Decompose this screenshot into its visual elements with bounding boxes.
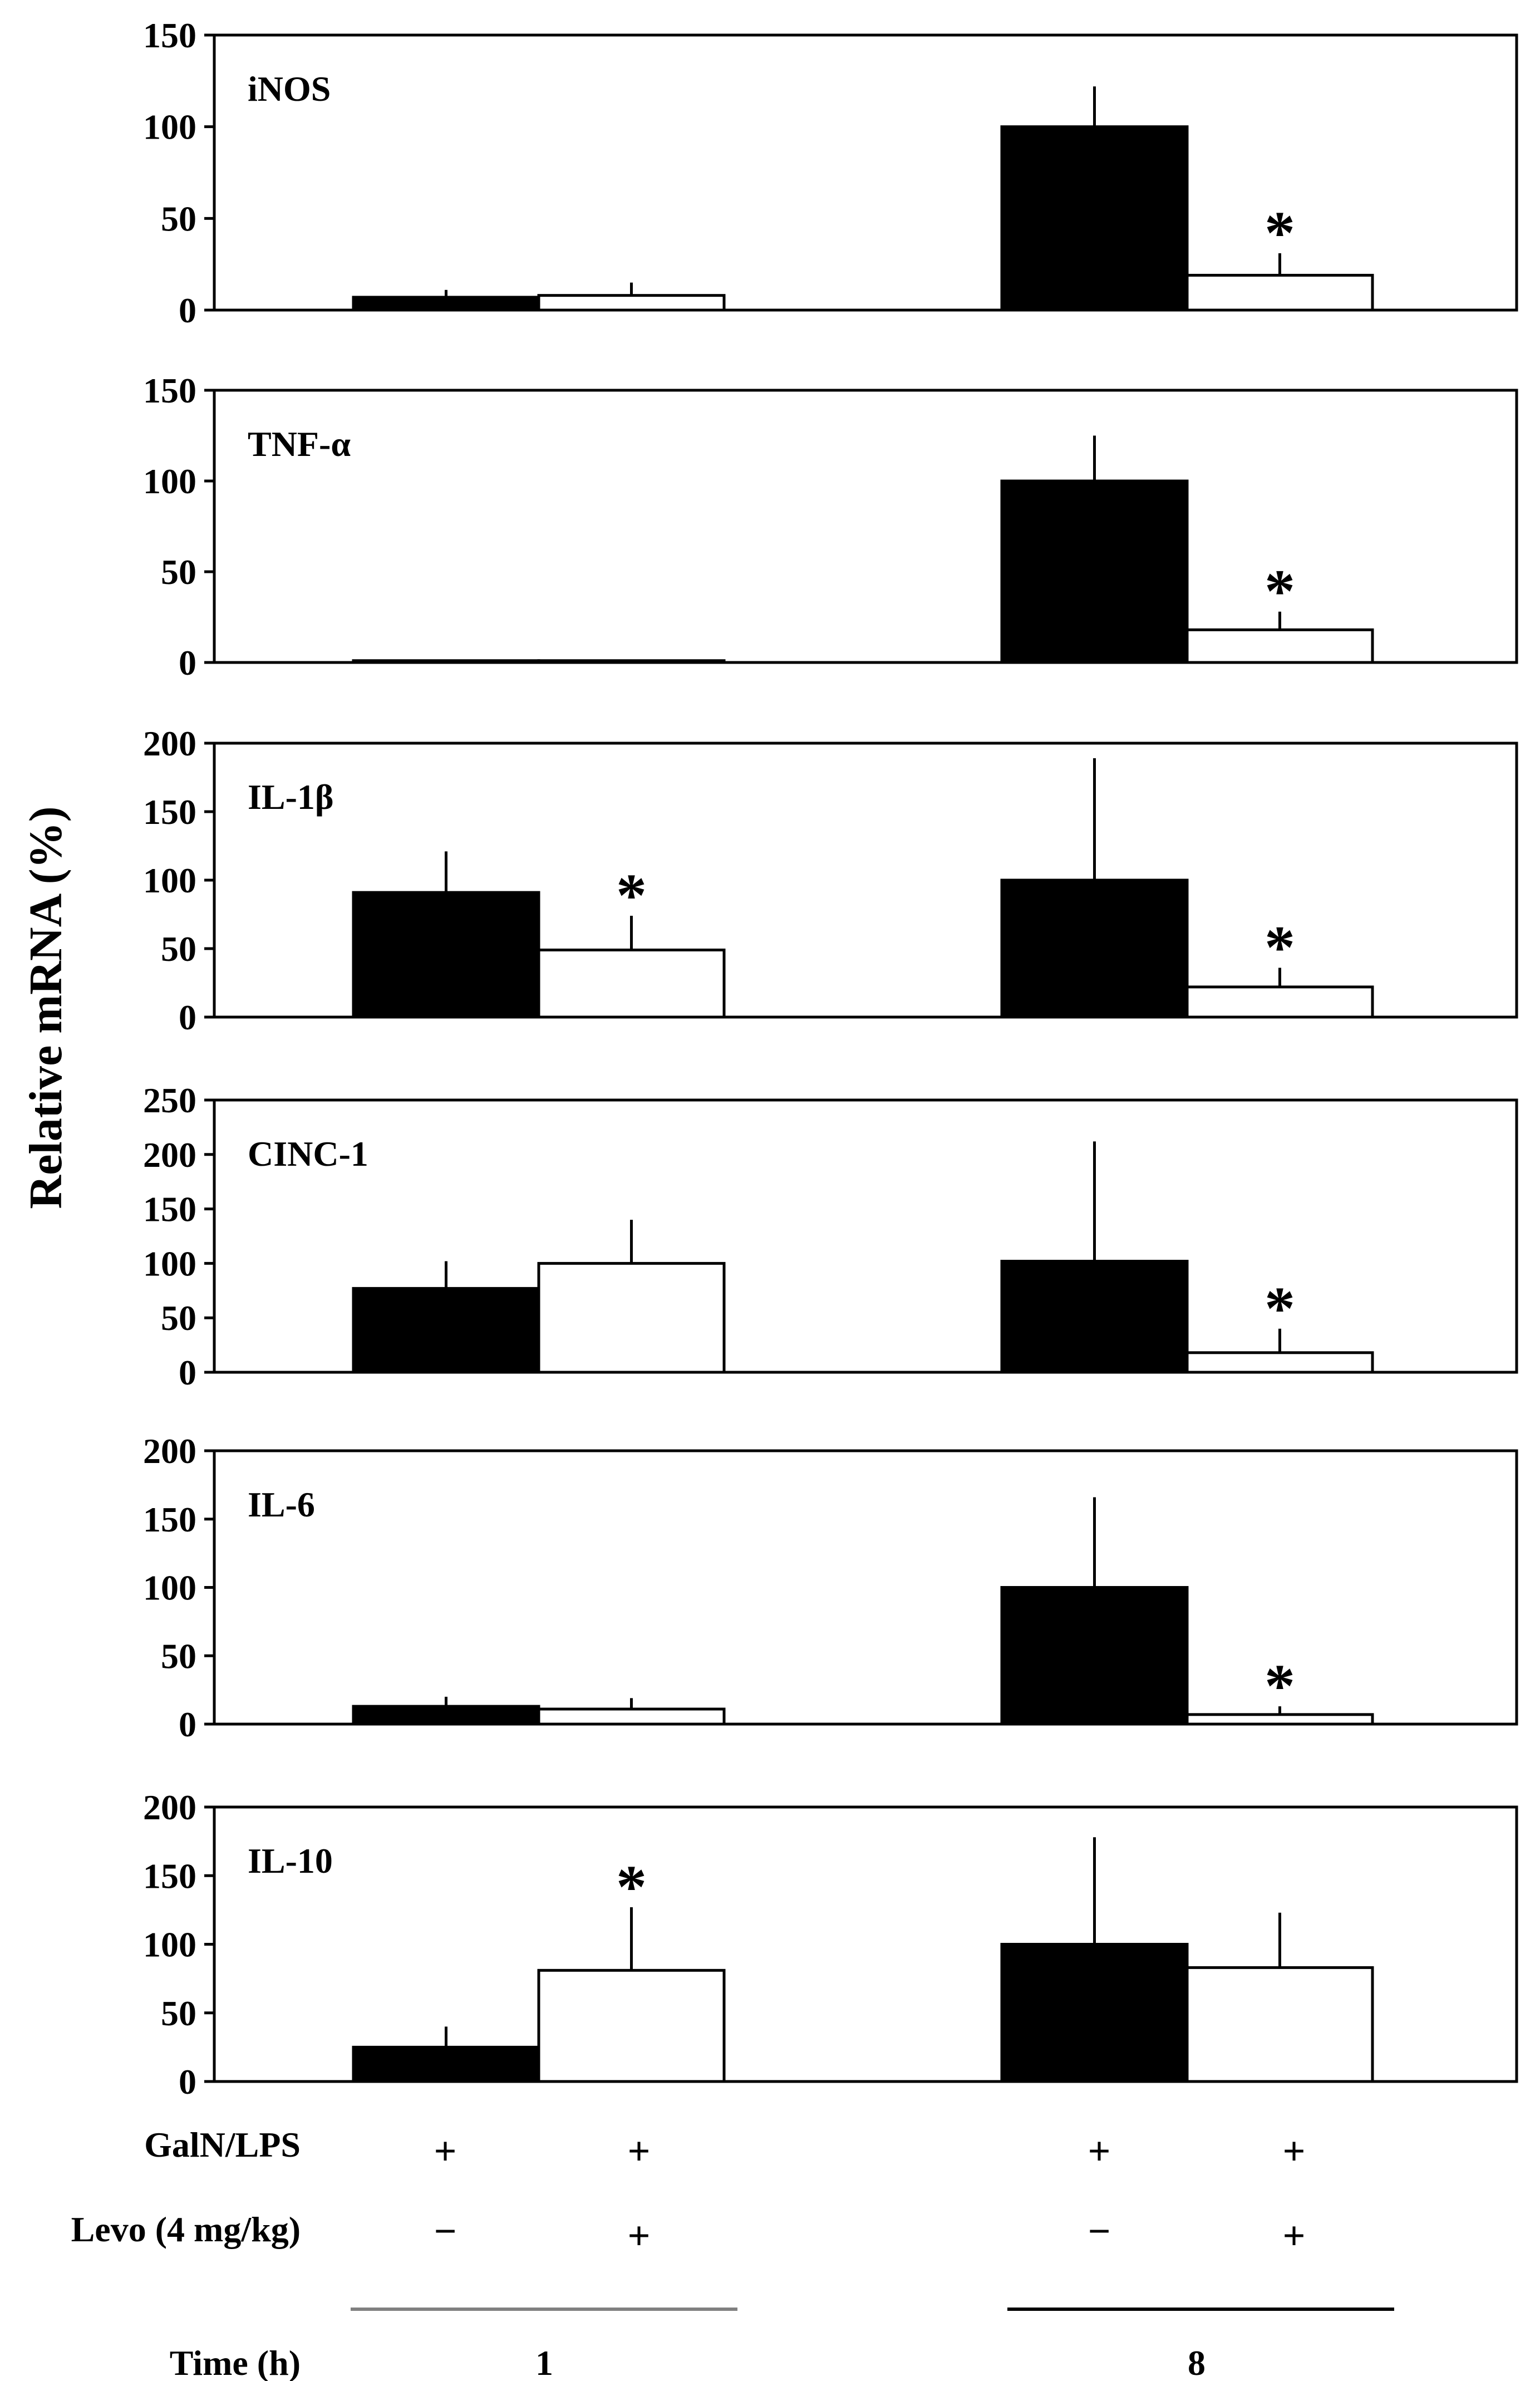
row-label-levo: Levo (4 mg/kg)	[71, 2210, 301, 2249]
panel-title: IL-6	[248, 1485, 315, 1524]
y-tick-label: 250	[143, 1081, 196, 1120]
panel-tnf: 0 50 100 150 TNF-α *	[143, 371, 1518, 683]
bar-control-8h	[1000, 1259, 1189, 1374]
bar-control-1h	[352, 891, 540, 1019]
y-tick-label: 50	[161, 199, 196, 238]
condition-table: GalN/LPS Levo (4 mg/kg) Time (h) + + + +…	[71, 2125, 1394, 2381]
bar-control-8h	[1000, 1586, 1189, 1726]
bar-levo-1h	[537, 948, 726, 1019]
panel-title: TNF-α	[248, 424, 351, 464]
bar-control-8h	[1000, 479, 1189, 664]
plot-frame	[213, 1449, 1518, 1726]
y-tick-label: 150	[143, 371, 196, 410]
row-label-time: Time (h)	[170, 2343, 301, 2381]
galn-1h-a: +	[434, 2129, 456, 2173]
bar-control-1h	[352, 1705, 540, 1726]
levo-8h-b: +	[1282, 2213, 1305, 2258]
plot-frame	[213, 33, 1518, 312]
significance-asterisk: *	[1265, 199, 1295, 267]
bar-control-1h	[352, 296, 540, 312]
bar-levo-1h	[537, 294, 726, 312]
levo-1h-a: −	[434, 2209, 456, 2254]
significance-asterisk: *	[1265, 1652, 1295, 1720]
bar-control-1h	[352, 2045, 540, 2083]
time-1h-label: 1	[535, 2343, 553, 2381]
significance-asterisk: *	[616, 861, 647, 929]
bar-control-8h	[1000, 878, 1189, 1019]
panel-title: IL-1β	[248, 777, 334, 817]
y-tick-label: 150	[143, 1190, 196, 1229]
time-8h-label: 8	[1188, 2343, 1206, 2381]
y-tick-label: 50	[161, 1298, 196, 1338]
y-tick-label: 0	[179, 2062, 196, 2102]
bar-levo-1h	[537, 1968, 726, 2083]
y-tick-label: 100	[143, 107, 196, 147]
chart-panels: 0 50 100 150 iNOS * 0 50 100 150 TNF-α * 0 50 100 150 20…	[143, 16, 1518, 2102]
y-tick-label: 50	[161, 552, 196, 592]
significance-asterisk: *	[1265, 557, 1295, 625]
galn-1h-b: +	[627, 2129, 650, 2173]
bar-levo-1h	[537, 659, 726, 664]
bar-control-8h	[1000, 1943, 1189, 2083]
panel-title: IL-10	[248, 1841, 333, 1881]
plot-frame	[213, 1098, 1518, 1374]
bar-levo-1h	[537, 1261, 726, 1374]
panel-title: iNOS	[248, 69, 331, 109]
y-tick-label: 150	[143, 16, 196, 55]
y-tick-label: 200	[143, 1788, 196, 1827]
significance-asterisk: *	[1265, 1274, 1295, 1342]
y-tick-label: 50	[161, 929, 196, 969]
bar-levo-8h	[1185, 628, 1374, 664]
levo-1h-b: +	[627, 2213, 650, 2258]
galn-8h-a: +	[1088, 2129, 1110, 2173]
significance-asterisk: *	[616, 1853, 647, 1921]
y-tick-label: 200	[143, 1431, 196, 1471]
y-tick-label: 0	[179, 998, 196, 1037]
panel-title: CINC-1	[248, 1134, 368, 1174]
panel-il-10: 0 50 100 150 200 IL-10 *	[143, 1788, 1518, 2102]
y-tick-label: 100	[143, 1925, 196, 1965]
significance-asterisk: *	[1265, 913, 1295, 981]
bar-levo-8h	[1185, 273, 1374, 312]
panel-inos: 0 50 100 150 iNOS *	[143, 16, 1518, 330]
galn-8h-b: +	[1282, 2129, 1305, 2173]
y-tick-label: 150	[143, 792, 196, 832]
bar-levo-8h	[1185, 1966, 1374, 2083]
y-tick-label: 150	[143, 1500, 196, 1539]
panel-cinc-1: 0 50 100 150 200 250 CINC-1 *	[143, 1081, 1518, 1392]
levo-8h-a: −	[1088, 2209, 1110, 2254]
y-tick-label: 100	[143, 861, 196, 900]
y-tick-label: 100	[143, 1568, 196, 1608]
row-label-galn-lps: GalN/LPS	[144, 2125, 301, 2164]
y-tick-label: 0	[179, 1705, 196, 1744]
y-tick-label: 200	[143, 724, 196, 763]
bar-control-1h	[352, 659, 540, 664]
y-tick-label: 200	[143, 1135, 196, 1175]
plot-frame	[213, 389, 1518, 664]
bar-levo-8h	[1185, 1351, 1374, 1374]
bar-control-8h	[1000, 125, 1189, 312]
y-tick-label: 0	[179, 643, 196, 683]
y-tick-label: 0	[179, 1353, 196, 1392]
y-tick-label: 50	[161, 1636, 196, 1676]
y-tick-label: 100	[143, 462, 196, 501]
panel-il-1: 0 50 100 150 200 IL-1β * *	[143, 724, 1518, 1037]
bar-levo-8h	[1185, 985, 1374, 1019]
y-axis-label: Relative mRNA (%)	[20, 806, 72, 1209]
y-tick-label: 150	[143, 1856, 196, 1896]
y-tick-label: 50	[161, 1994, 196, 2033]
y-tick-label: 0	[179, 291, 196, 330]
bar-levo-1h	[537, 1707, 726, 1726]
y-tick-label: 100	[143, 1244, 196, 1283]
panel-il-6: 0 50 100 150 200 IL-6 *	[143, 1431, 1518, 1744]
bar-control-1h	[352, 1287, 540, 1374]
